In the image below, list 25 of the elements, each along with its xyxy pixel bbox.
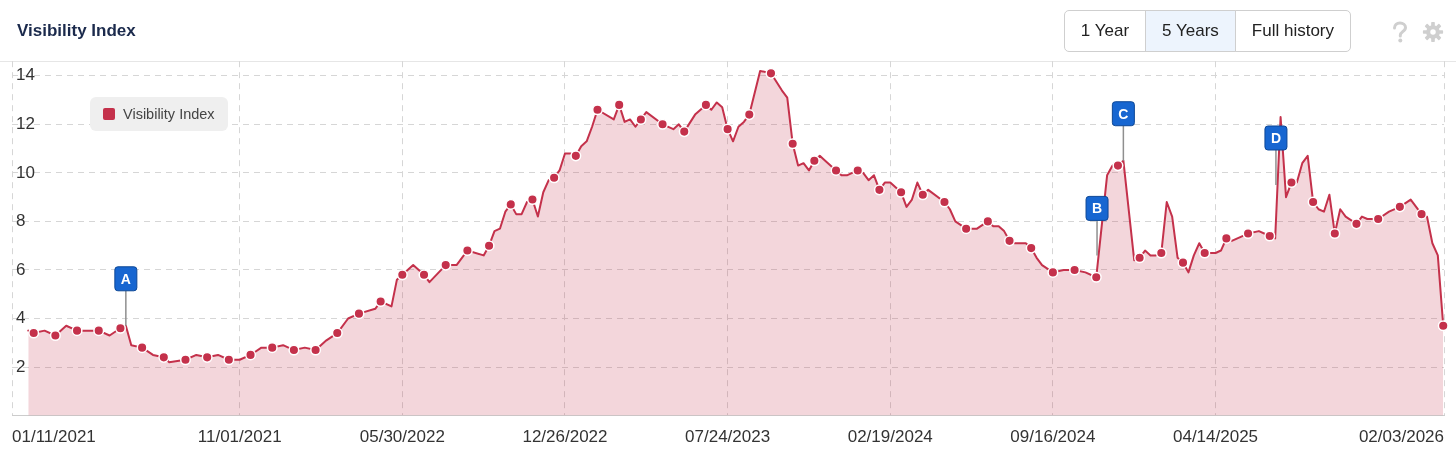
chart-title: Visibility Index [17,21,136,41]
text: Full history [1251,21,1334,41]
y-tick-label: 10 [16,162,35,182]
x-tick-label: 11/01/2021 [197,427,282,447]
legend-label: Visibility Index [123,106,215,122]
x-tick-label: 02/19/2024 [847,427,933,447]
annotation: C [1118,105,1129,122]
x-tick-label: 12/26/2022 [522,427,608,447]
x-tick-label: 05/30/2022 [359,427,445,447]
x-tick-label: 07/24/2023 [685,427,771,447]
y-tick-label: 6 [16,259,26,279]
text: 5 Years [1162,21,1219,41]
x-tick-label: 04/14/2025 [1172,427,1259,447]
y-tick-label: 12 [16,114,35,133]
y-tick-label: 2 [16,356,26,376]
text: 1 Year [1080,21,1130,41]
y-tick-label: 8 [16,211,26,231]
annotation: D [1270,129,1281,146]
x-tick-label: 02/03/2026 [1358,427,1444,447]
y-tick-label: 14 [16,65,35,85]
annotation: A [120,270,131,287]
y-tick-label: 4 [16,308,26,328]
x-tick-label: 09/16/2024 [1010,427,1096,447]
x-tick-label: 01/11/2021 [12,427,96,447]
annotation: B [1091,200,1103,217]
